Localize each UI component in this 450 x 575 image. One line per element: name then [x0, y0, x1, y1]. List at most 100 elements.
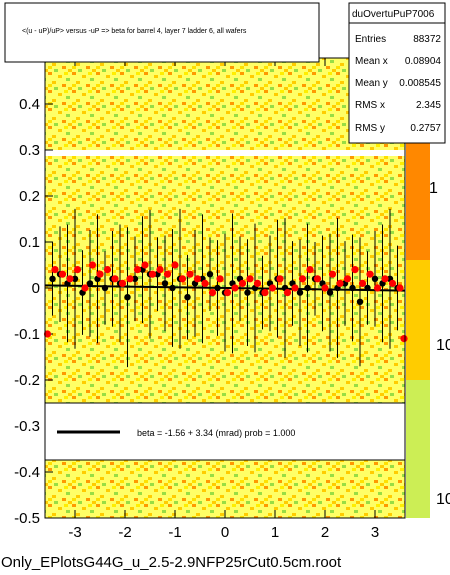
black-circle-point	[86, 280, 94, 287]
x-tick-label: -2	[118, 524, 131, 541]
black-circle-point	[49, 275, 56, 282]
x-tick-label: -3	[68, 524, 81, 541]
red-circle-point	[208, 289, 217, 297]
y-tick-label: 0.1	[19, 234, 40, 251]
red-circle-point	[253, 279, 262, 287]
red-circle-point	[43, 330, 52, 338]
y-tick-label: -0.3	[14, 418, 40, 435]
red-circle-point	[66, 275, 74, 283]
red-circle-point	[103, 266, 112, 274]
stats-value-mean-x: 0.08904	[405, 56, 442, 67]
black-circle-point	[161, 280, 169, 287]
y-tick-label: 0.3	[19, 142, 40, 159]
red-circle-point	[366, 270, 374, 278]
red-circle-point	[111, 275, 119, 283]
red-circle-point	[178, 275, 187, 283]
red-circle-point	[88, 261, 97, 269]
red-circle-point	[276, 275, 284, 283]
black-circle-point	[326, 289, 334, 296]
color-palette-mid	[406, 260, 430, 380]
red-circle-point	[306, 266, 314, 274]
stats-label-entries: Entries	[355, 34, 386, 45]
red-circle-point	[58, 270, 67, 278]
red-circle-point	[388, 279, 397, 287]
red-circle-point	[396, 284, 404, 292]
stats-value-entries: 88372	[413, 34, 441, 45]
red-circle-point	[381, 275, 389, 283]
x-tick-label: 2	[321, 524, 329, 541]
y-tick-label: -0.1	[14, 326, 40, 343]
red-circle-point	[343, 275, 352, 283]
x-tick-label: 0	[221, 524, 229, 541]
x-tick-label: -1	[168, 524, 181, 541]
red-circle-point	[163, 270, 172, 278]
stats-value-mean-y: 0.008545	[399, 78, 441, 89]
black-circle-point	[244, 289, 251, 296]
footer-filename: Only_EPlotsG44G_u_2.5-2.9NFP25rCut0.5cm.…	[1, 554, 342, 571]
black-circle-point	[304, 284, 311, 292]
red-circle-point	[148, 270, 157, 278]
stats-box	[348, 2, 446, 144]
data-markers	[43, 261, 408, 343]
color-palette-low	[406, 380, 430, 518]
red-circle-point	[351, 266, 359, 274]
black-circle-point	[371, 275, 379, 282]
red-circle-point	[238, 279, 247, 287]
red-circle-point	[283, 289, 292, 297]
black-circle-point	[349, 284, 356, 292]
red-circle-point	[201, 279, 209, 287]
red-circle-point	[96, 270, 104, 278]
red-circle-point	[321, 284, 329, 292]
legend-text: beta = -1.56 + 3.34 (mrad) prob = 1.000	[137, 428, 295, 438]
y-tick-label: 0.4	[19, 96, 40, 113]
right-axis-label-1: 1	[429, 180, 438, 197]
red-circle-point	[156, 266, 164, 274]
black-circle-point	[206, 271, 214, 278]
red-circle-point	[126, 275, 134, 283]
red-circle-point	[223, 289, 232, 297]
black-circle-point	[184, 294, 191, 301]
y-tick-label: -0.4	[14, 464, 40, 481]
red-circle-point	[81, 284, 89, 292]
red-circle-point	[133, 266, 142, 274]
black-circle-point	[169, 284, 176, 292]
stats-value-rms-y: 0.2757	[410, 123, 441, 134]
red-circle-point	[246, 275, 254, 283]
red-circle-point	[216, 275, 224, 283]
color-palette-top	[406, 140, 430, 260]
red-circle-point	[186, 270, 194, 278]
red-circle-point	[51, 266, 59, 274]
red-circle-point	[298, 275, 307, 283]
red-circle-point	[73, 266, 82, 274]
red-circle-point	[373, 284, 382, 292]
y-tick-label: 0	[32, 280, 40, 297]
stats-name: duOvertuPuP7006	[352, 9, 435, 20]
red-circle-point	[231, 284, 239, 292]
black-circle-point	[101, 284, 109, 292]
empty-band	[45, 150, 405, 156]
stats-label-rms-y: RMS y	[355, 123, 385, 134]
black-circle-point	[214, 284, 221, 292]
red-circle-point	[336, 279, 344, 287]
stats-value-rms-x: 2.345	[416, 100, 441, 111]
red-circle-point	[313, 275, 322, 283]
black-circle-point	[71, 275, 79, 282]
x-tick-label: 3	[371, 524, 379, 541]
red-circle-point	[118, 279, 127, 287]
red-circle-point	[328, 270, 337, 278]
black-circle-point	[124, 294, 131, 301]
red-circle-point	[400, 335, 408, 343]
black-circle-point	[296, 289, 304, 296]
red-circle-point	[171, 261, 179, 269]
black-circle-point	[364, 284, 371, 292]
red-circle-point	[291, 284, 299, 292]
red-circle-point	[358, 279, 367, 287]
y-tick-label: -0.5	[14, 510, 40, 527]
stats-label-rms-x: RMS x	[355, 100, 385, 111]
y-tick-label: 0.2	[19, 188, 40, 205]
stats-label-mean-x: Mean x	[355, 56, 388, 67]
stats-label-mean-y: Mean y	[355, 78, 388, 89]
red-circle-point	[141, 261, 149, 269]
red-circle-point	[193, 275, 202, 283]
